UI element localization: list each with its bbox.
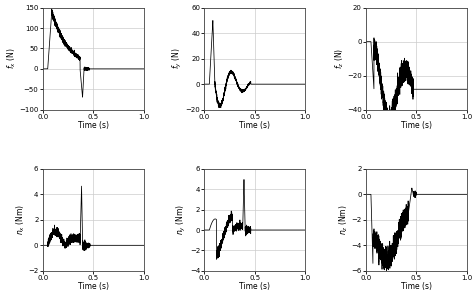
X-axis label: Time (s): Time (s): [78, 121, 109, 130]
X-axis label: Time (s): Time (s): [239, 121, 270, 130]
Y-axis label: $f_y$ (N): $f_y$ (N): [171, 48, 184, 69]
X-axis label: Time (s): Time (s): [401, 121, 432, 130]
X-axis label: Time (s): Time (s): [239, 282, 270, 291]
X-axis label: Time (s): Time (s): [401, 282, 432, 291]
Y-axis label: $f_x$ (N): $f_x$ (N): [5, 48, 18, 69]
X-axis label: Time (s): Time (s): [78, 282, 109, 291]
Y-axis label: $f_z$ (N): $f_z$ (N): [333, 48, 346, 69]
Y-axis label: $n_z$ (Nm): $n_z$ (Nm): [337, 204, 350, 235]
Y-axis label: $n_x$ (Nm): $n_x$ (Nm): [14, 204, 27, 235]
Y-axis label: $n_y$ (Nm): $n_y$ (Nm): [175, 204, 189, 235]
